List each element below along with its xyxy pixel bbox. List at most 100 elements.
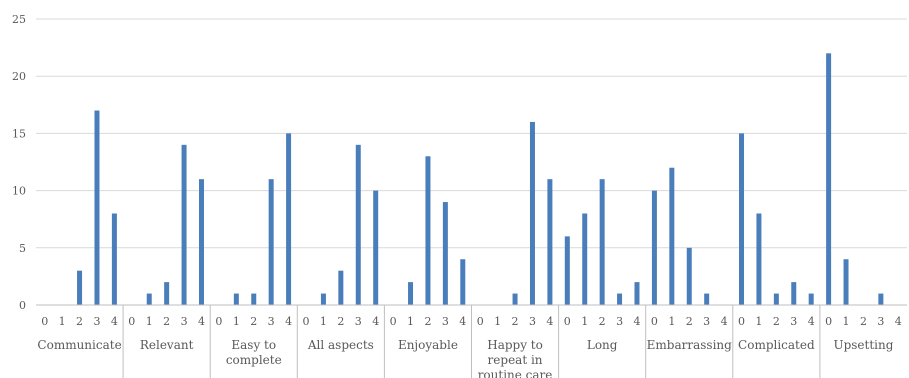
- x-subcategory-label: 3: [877, 315, 884, 328]
- x-subcategory-label: 1: [668, 315, 675, 328]
- x-subcategory-label: 0: [651, 315, 658, 328]
- bar: [164, 282, 170, 305]
- x-subcategory-label: 0: [41, 315, 48, 328]
- bar: [599, 179, 605, 305]
- y-tick-label: 5: [19, 242, 26, 255]
- bar: [268, 179, 274, 305]
- bars: [77, 53, 884, 306]
- x-subcategory-label: 3: [181, 315, 188, 328]
- x-subcategory-label: 4: [198, 315, 205, 328]
- bar: [878, 293, 884, 305]
- y-tick-label: 10: [12, 185, 26, 198]
- x-subcategory-label: 2: [773, 315, 780, 328]
- x-subcategory-label: 2: [512, 315, 519, 328]
- bar: [756, 213, 762, 305]
- x-category-label: Complicated: [738, 338, 815, 352]
- x-subcategory-label: 3: [703, 315, 710, 328]
- x-subcategory-label: 4: [546, 315, 553, 328]
- bar: [843, 259, 849, 305]
- y-axis-ticks: 0 5 10 15 20 25: [12, 13, 26, 312]
- bar: [739, 133, 745, 305]
- y-tick-label: 0: [19, 299, 26, 312]
- bar: [320, 293, 326, 305]
- x-subcategory-label: 4: [808, 315, 815, 328]
- x-subcategory-label: 0: [825, 315, 832, 328]
- x-subcategory-label: 3: [442, 315, 449, 328]
- x-subcategory-label: 1: [407, 315, 414, 328]
- x-subcategory-label: 1: [320, 315, 327, 328]
- x-subcategory-label: 3: [529, 315, 536, 328]
- x-subcategory-label: 2: [163, 315, 170, 328]
- x-category-label: Upsetting: [833, 338, 893, 352]
- bar: [111, 213, 117, 305]
- bar: [94, 110, 100, 306]
- x-subcategory-label: 4: [459, 315, 466, 328]
- bar: [704, 293, 710, 305]
- bar: [373, 190, 379, 305]
- bar: [425, 156, 431, 305]
- x-subcategory-label: 0: [738, 315, 745, 328]
- x-subcategory-label: 4: [111, 315, 118, 328]
- x-subcategory-label: 2: [424, 315, 431, 328]
- x-subcategory-label: 1: [146, 315, 153, 328]
- bar: [651, 190, 657, 305]
- x-subcategory-label: 4: [895, 315, 902, 328]
- x-category-label: Long: [587, 338, 618, 352]
- bar: [669, 167, 675, 305]
- x-subcategory-label: 1: [581, 315, 588, 328]
- x-category-label: All aspects: [307, 338, 374, 352]
- x-subcategory-label: 1: [494, 315, 501, 328]
- x-subcategory-label: 4: [285, 315, 292, 328]
- x-subcategory-label: 1: [755, 315, 762, 328]
- x-subcategory-label: 1: [843, 315, 850, 328]
- bar: [198, 179, 204, 305]
- bar: [146, 293, 152, 305]
- x-category-label: complete: [226, 353, 282, 367]
- y-tick-label: 20: [12, 70, 26, 83]
- x-subcategory-label: 2: [337, 315, 344, 328]
- bar: [791, 282, 797, 305]
- x-category-label: Embarrassing: [647, 338, 732, 352]
- bar: [512, 293, 518, 305]
- x-subcategory-label: 4: [372, 315, 379, 328]
- x-subcategory-label: 2: [860, 315, 867, 328]
- bar: [826, 53, 832, 305]
- bar: [338, 270, 344, 305]
- bar: [773, 293, 779, 305]
- bar: [355, 144, 361, 305]
- x-subcategory-label: 0: [215, 315, 222, 328]
- x-subcategory-label: 0: [390, 315, 397, 328]
- bar: [547, 179, 553, 305]
- bar: [460, 259, 466, 305]
- x-category-label: Easy to: [231, 338, 276, 352]
- x-subcategory-label: 3: [268, 315, 275, 328]
- bar: [617, 293, 623, 305]
- x-category-label: Enjoyable: [398, 338, 458, 352]
- bar: [686, 247, 692, 305]
- x-category-label: Communicate: [37, 338, 121, 352]
- bar: [251, 293, 257, 305]
- x-subcategory-label: 0: [564, 315, 571, 328]
- x-subcategory-label: 0: [477, 315, 484, 328]
- x-subcategory-label: 2: [686, 315, 693, 328]
- x-category-label: routine care: [478, 368, 553, 378]
- bar: [408, 282, 414, 305]
- x-subcategory-label: 2: [76, 315, 83, 328]
- bar: [582, 213, 588, 305]
- x-category-label: Relevant: [140, 338, 194, 352]
- x-subcategory-label: 0: [128, 315, 135, 328]
- bar: [181, 144, 187, 305]
- x-category-label: repeat in: [488, 353, 543, 367]
- x-subcategory-label: 1: [233, 315, 240, 328]
- bar: [808, 293, 814, 305]
- x-subcategory-label: 3: [790, 315, 797, 328]
- x-subcategory-label: 2: [599, 315, 606, 328]
- x-subcategory-label: 0: [303, 315, 310, 328]
- y-tick-label: 25: [12, 13, 26, 26]
- y-tick-label: 15: [12, 127, 26, 140]
- bar: [634, 282, 640, 305]
- bar: [233, 293, 239, 305]
- x-subcategory-label: 4: [633, 315, 640, 328]
- bar: [286, 133, 292, 305]
